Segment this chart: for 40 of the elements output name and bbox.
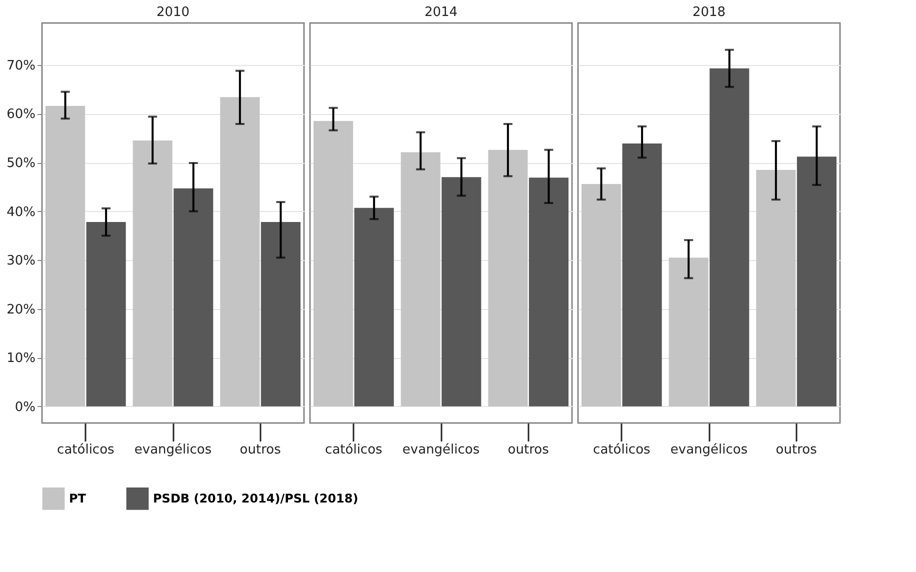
y-tick-label: 30% [6, 254, 36, 269]
bar [581, 184, 622, 406]
bar [710, 68, 750, 406]
bar [86, 222, 126, 406]
bar [132, 140, 172, 406]
x-tick-label: outros [240, 442, 282, 458]
x-tick-label: católicos [57, 442, 115, 458]
bar [400, 152, 440, 406]
bar [313, 121, 354, 406]
bar [442, 177, 482, 406]
x-tick-label: católicos [325, 442, 383, 458]
legend-label: PT [69, 492, 87, 506]
y-tick-label: 20% [6, 302, 36, 318]
x-tick-label: outros [508, 442, 550, 458]
bar [756, 170, 796, 406]
bar [622, 143, 662, 406]
x-tick-label: evangélicos [402, 442, 480, 458]
y-tick-label: 0% [14, 400, 36, 415]
x-tick-label: outros [776, 442, 818, 458]
bar [796, 156, 837, 406]
bar [668, 258, 708, 406]
y-tick-label: 70% [6, 58, 36, 74]
y-tick-label: 50% [6, 156, 36, 172]
legend-label: PSDB (2010, 2014)/PSL (2018) [153, 492, 358, 506]
bar [45, 106, 86, 406]
bar [174, 188, 214, 406]
bar [220, 97, 260, 406]
y-tick-label: 40% [6, 204, 36, 220]
bar [354, 208, 394, 406]
x-tick-label: evangélicos [134, 442, 212, 458]
chart-title: 2018 [692, 5, 726, 20]
x-tick-label: católicos [593, 442, 651, 458]
y-tick-label: 60% [6, 107, 36, 122]
bar [528, 178, 569, 406]
y-tick-label: 10% [6, 351, 36, 366]
x-tick-label: evangélicos [670, 442, 748, 458]
bar [260, 222, 301, 406]
chart-title: 2010 [156, 5, 190, 20]
bar [488, 150, 528, 406]
chart-title: 2014 [424, 5, 458, 20]
